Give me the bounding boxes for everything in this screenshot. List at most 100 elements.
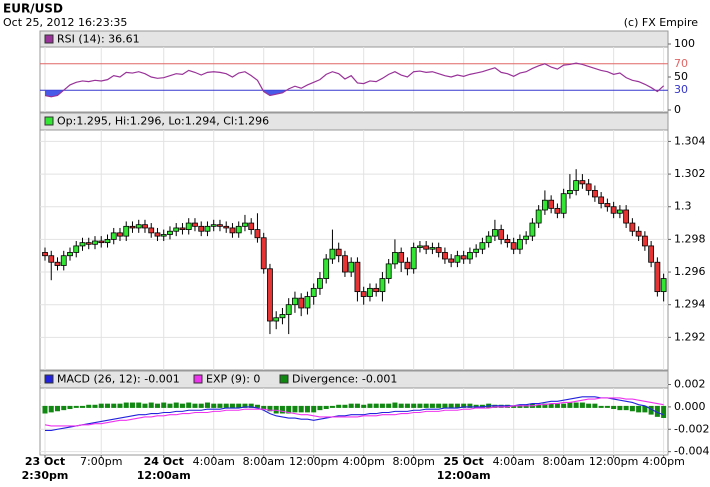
x-day-label: 25 Oct bbox=[444, 455, 484, 468]
divergence-bar bbox=[286, 405, 292, 414]
candle-body bbox=[310, 287, 317, 297]
timestamp: Oct 25, 2012 16:23:35 bbox=[3, 16, 127, 29]
divergence-bar bbox=[161, 402, 167, 408]
candle-body bbox=[541, 199, 548, 211]
divergence-bar bbox=[54, 405, 60, 412]
candle-body bbox=[292, 297, 298, 306]
candle-body bbox=[98, 240, 105, 244]
candle-body bbox=[192, 222, 198, 227]
candle-body bbox=[479, 242, 486, 250]
divergence-bar bbox=[317, 405, 323, 411]
candle-body bbox=[629, 222, 636, 232]
candle-body bbox=[42, 252, 48, 257]
level-label: 70 bbox=[674, 57, 688, 70]
divergence-bar bbox=[411, 403, 417, 408]
candle-body bbox=[379, 278, 386, 293]
divergence-bar bbox=[542, 403, 548, 408]
divergence-bar bbox=[67, 405, 73, 410]
candle-body bbox=[442, 252, 448, 260]
candle-body bbox=[566, 190, 573, 195]
divergence-bar bbox=[379, 403, 385, 408]
candle-body bbox=[460, 255, 467, 260]
divergence-bar bbox=[186, 402, 192, 408]
y-tick-label: 0.000 bbox=[674, 400, 706, 413]
y-tick-label: 0.002 bbox=[674, 378, 706, 391]
candle-body bbox=[304, 296, 311, 309]
divergence-bar bbox=[648, 405, 654, 415]
candle-body bbox=[60, 255, 67, 266]
candle-body bbox=[417, 245, 423, 248]
y-tick-label: -0.004 bbox=[674, 445, 709, 458]
candle-body bbox=[548, 199, 555, 209]
candle-body bbox=[585, 183, 592, 191]
level-label: 30 bbox=[674, 83, 688, 96]
divergence-bar bbox=[573, 402, 579, 408]
candle-body bbox=[48, 255, 55, 263]
divergence-bar bbox=[423, 403, 429, 408]
x-tick-label: 12:00pm bbox=[289, 455, 338, 468]
y-tick-label: 1.294 bbox=[674, 298, 706, 311]
divergence-bar bbox=[461, 403, 467, 408]
divergence-bar bbox=[248, 403, 254, 408]
candle-body bbox=[204, 225, 211, 232]
divergence-bar bbox=[386, 403, 392, 408]
candle-body bbox=[616, 209, 623, 214]
divergence-bar bbox=[367, 403, 373, 408]
y-tick-label: 1.298 bbox=[674, 232, 706, 245]
divergence-bar bbox=[292, 405, 298, 413]
divergence-bar bbox=[398, 403, 404, 408]
divergence-bar bbox=[167, 403, 173, 408]
candle-body bbox=[560, 193, 567, 214]
candle-body bbox=[248, 222, 255, 230]
candle-body bbox=[660, 278, 667, 293]
divergence-bar bbox=[429, 403, 435, 408]
divergence-bar bbox=[229, 403, 235, 408]
x-day-label: 24 Oct bbox=[144, 455, 184, 468]
candle-body bbox=[517, 238, 523, 250]
divergence-bar bbox=[504, 404, 510, 408]
divergence-bar bbox=[304, 405, 310, 413]
candle-body bbox=[242, 222, 248, 227]
x-day-time-label: 2:30pm bbox=[22, 469, 69, 482]
legend-label: Op:1.295, Hi:1.296, Lo:1.294, Cl:1.296 bbox=[57, 115, 269, 128]
divergence-bar bbox=[498, 404, 504, 408]
candle-body bbox=[179, 227, 186, 230]
candle-body bbox=[73, 245, 80, 253]
candle-body bbox=[498, 229, 505, 240]
candle-body bbox=[373, 287, 380, 293]
divergence-bar bbox=[123, 402, 129, 408]
candle-body bbox=[504, 238, 511, 244]
candle-body bbox=[67, 252, 73, 257]
divergence-bar bbox=[492, 404, 498, 408]
divergence-bar bbox=[236, 403, 242, 408]
copyright: (c) FX Empire bbox=[624, 16, 698, 29]
candle-body bbox=[110, 232, 117, 240]
divergence-bar bbox=[661, 405, 667, 418]
divergence-bar bbox=[592, 403, 598, 408]
divergence-bar bbox=[79, 405, 85, 408]
candle-body bbox=[454, 255, 461, 263]
candle-body bbox=[435, 247, 442, 253]
y-tick-label: 50 bbox=[674, 70, 688, 83]
macd-line bbox=[45, 396, 664, 431]
candle-body bbox=[167, 230, 173, 235]
divergence-bar bbox=[473, 404, 479, 408]
candle-body bbox=[79, 242, 86, 247]
candle-body bbox=[142, 224, 148, 229]
candle-body bbox=[185, 222, 192, 230]
divergence-bar bbox=[554, 403, 560, 408]
divergence-bar bbox=[579, 402, 585, 408]
candle-body bbox=[641, 235, 648, 247]
divergence-bar bbox=[92, 404, 98, 408]
candle-body bbox=[285, 304, 292, 315]
candle-body bbox=[160, 234, 167, 237]
divergence-bar bbox=[148, 402, 154, 408]
divergence-bar bbox=[561, 403, 567, 408]
divergence-bar bbox=[442, 403, 448, 408]
candle-body bbox=[354, 261, 361, 293]
legend-swatch bbox=[44, 34, 54, 44]
divergence-bar bbox=[98, 403, 104, 408]
candle-body bbox=[492, 229, 498, 237]
divergence-bar bbox=[142, 403, 148, 408]
y-tick-label: -0.002 bbox=[674, 422, 709, 435]
